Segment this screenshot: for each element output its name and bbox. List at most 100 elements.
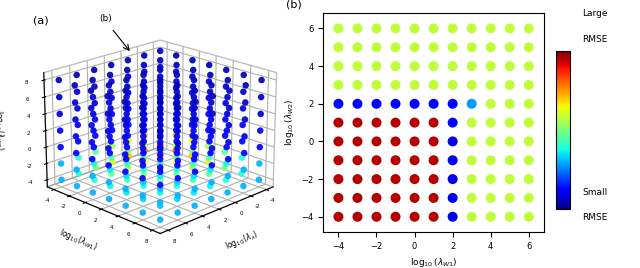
- Point: [524, 45, 534, 49]
- Point: [410, 177, 420, 181]
- Point: [390, 102, 401, 106]
- Point: [371, 121, 381, 125]
- Point: [390, 215, 401, 219]
- Point: [353, 196, 363, 200]
- Point: [390, 121, 401, 125]
- Point: [504, 177, 515, 181]
- Point: [353, 45, 363, 49]
- Point: [524, 83, 534, 87]
- Point: [333, 64, 344, 68]
- Point: [390, 158, 401, 162]
- Point: [410, 102, 420, 106]
- Point: [429, 64, 439, 68]
- Point: [447, 215, 458, 219]
- Point: [333, 196, 344, 200]
- Point: [371, 64, 381, 68]
- Point: [447, 83, 458, 87]
- Point: [467, 121, 477, 125]
- Point: [429, 158, 439, 162]
- Point: [504, 45, 515, 49]
- Point: [410, 215, 420, 219]
- Point: [353, 64, 363, 68]
- Point: [447, 196, 458, 200]
- Point: [371, 45, 381, 49]
- Point: [429, 139, 439, 144]
- Point: [410, 45, 420, 49]
- Point: [390, 26, 401, 31]
- Point: [486, 83, 496, 87]
- Text: (b): (b): [99, 14, 111, 23]
- Point: [467, 177, 477, 181]
- Point: [371, 177, 381, 181]
- Point: [353, 102, 363, 106]
- Point: [467, 83, 477, 87]
- Point: [524, 102, 534, 106]
- Point: [371, 139, 381, 144]
- Point: [486, 102, 496, 106]
- Point: [504, 83, 515, 87]
- Point: [353, 121, 363, 125]
- Point: [486, 139, 496, 144]
- Point: [371, 102, 381, 106]
- Point: [524, 177, 534, 181]
- Point: [353, 26, 363, 31]
- Point: [504, 121, 515, 125]
- Point: [486, 64, 496, 68]
- Point: [429, 83, 439, 87]
- Point: [447, 64, 458, 68]
- Point: [410, 83, 420, 87]
- Point: [447, 102, 458, 106]
- Point: [333, 102, 344, 106]
- Point: [333, 215, 344, 219]
- Text: (a): (a): [33, 16, 49, 26]
- Point: [486, 45, 496, 49]
- Point: [486, 215, 496, 219]
- Point: [333, 158, 344, 162]
- Point: [504, 158, 515, 162]
- Point: [429, 177, 439, 181]
- Point: [486, 196, 496, 200]
- Point: [447, 26, 458, 31]
- Point: [447, 45, 458, 49]
- Point: [524, 215, 534, 219]
- Point: [390, 83, 401, 87]
- Point: [467, 158, 477, 162]
- Point: [353, 177, 363, 181]
- Point: [524, 139, 534, 144]
- Point: [410, 196, 420, 200]
- Point: [524, 196, 534, 200]
- Point: [486, 158, 496, 162]
- Point: [371, 196, 381, 200]
- Point: [429, 102, 439, 106]
- Point: [353, 83, 363, 87]
- Point: [467, 26, 477, 31]
- Point: [524, 64, 534, 68]
- Point: [429, 215, 439, 219]
- Point: [333, 121, 344, 125]
- Point: [486, 177, 496, 181]
- Point: [504, 64, 515, 68]
- Point: [390, 139, 401, 144]
- Point: [333, 177, 344, 181]
- Point: [410, 121, 420, 125]
- Point: [410, 158, 420, 162]
- Point: [467, 45, 477, 49]
- Point: [504, 215, 515, 219]
- Point: [371, 83, 381, 87]
- Point: [447, 139, 458, 144]
- Point: [467, 64, 477, 68]
- Point: [333, 83, 344, 87]
- Point: [504, 26, 515, 31]
- Y-axis label: $\log_{10}(\lambda_{W2})$: $\log_{10}(\lambda_{W2})$: [283, 99, 296, 146]
- Point: [333, 139, 344, 144]
- Point: [353, 215, 363, 219]
- Point: [390, 64, 401, 68]
- Point: [371, 26, 381, 31]
- Point: [447, 177, 458, 181]
- Point: [371, 215, 381, 219]
- Point: [486, 26, 496, 31]
- Point: [429, 121, 439, 125]
- Point: [504, 102, 515, 106]
- Point: [447, 121, 458, 125]
- X-axis label: $\log_{10}(\lambda_x)$: $\log_{10}(\lambda_x)$: [223, 228, 261, 253]
